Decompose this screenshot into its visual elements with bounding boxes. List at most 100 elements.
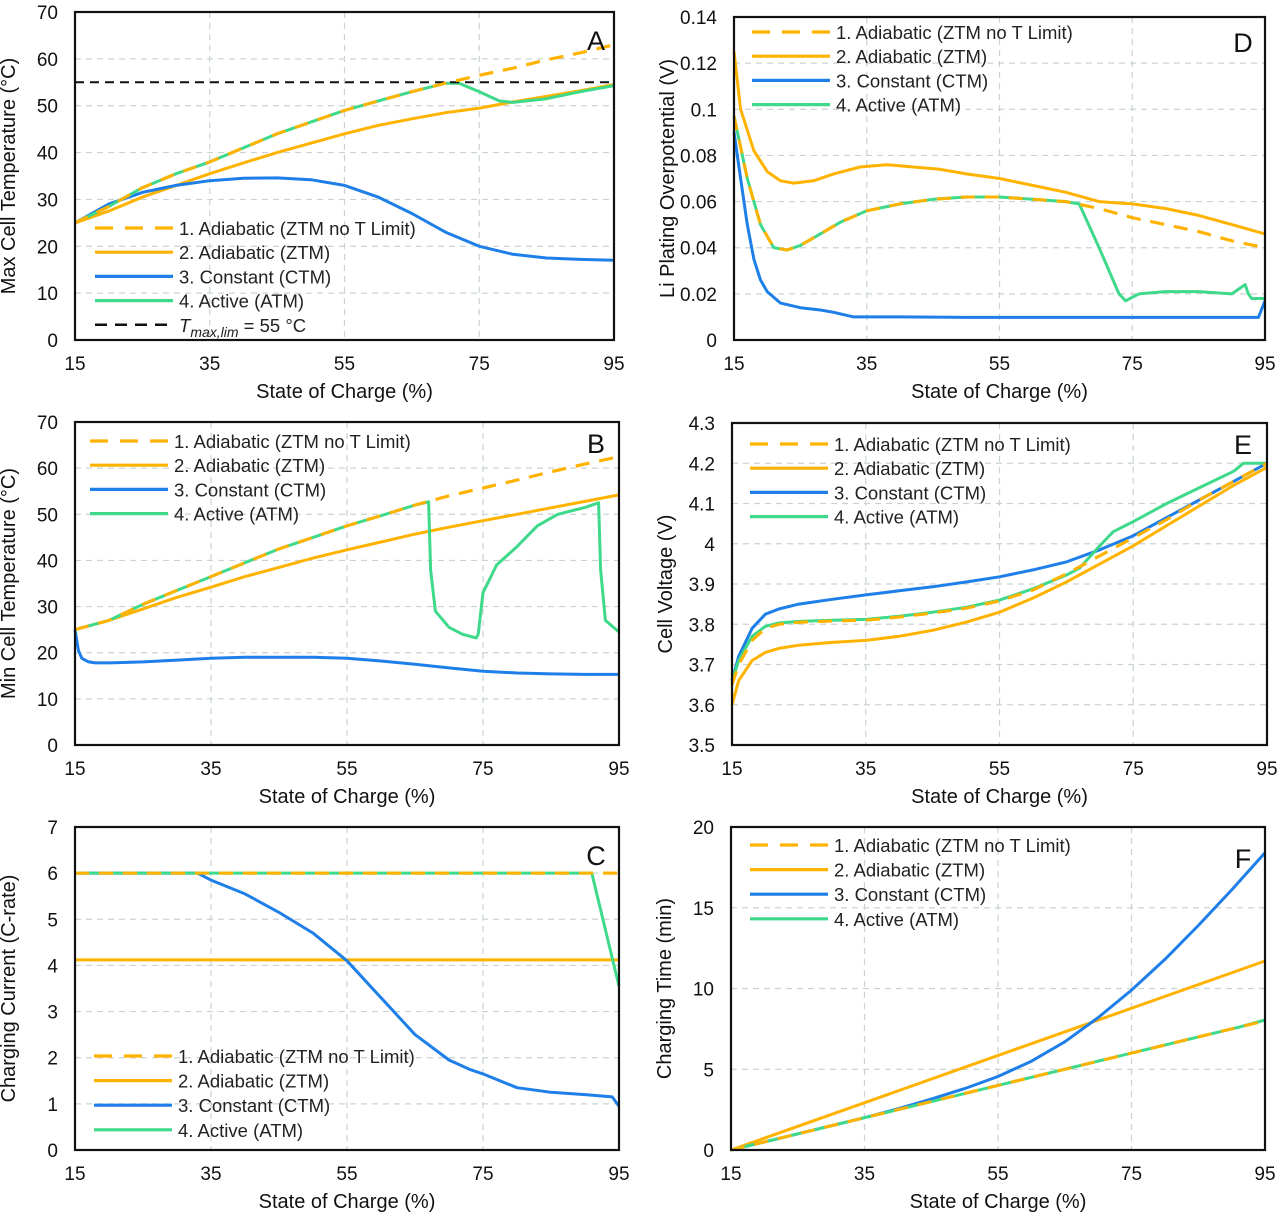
y-tick-label: 60 bbox=[37, 459, 58, 480]
x-tick-label: 75 bbox=[469, 354, 490, 375]
y-axis-label: Charging Current (C-rate) bbox=[0, 875, 20, 1103]
x-tick-label: 95 bbox=[1256, 759, 1277, 780]
legend-entry: 1. Adiabatic (ZTM no T Limit) bbox=[834, 835, 1071, 856]
plot-frame bbox=[729, 825, 1267, 1152]
y-tick-label: 0 bbox=[47, 1141, 58, 1162]
x-tick-label: 35 bbox=[854, 1164, 875, 1185]
legend-entry: 3. Constant (CTM) bbox=[174, 479, 326, 500]
y-axis-label: Charging Time (min) bbox=[654, 898, 676, 1079]
legend: 1. Adiabatic (ZTM no T Limit) 2. Adiabati… bbox=[752, 22, 1073, 116]
series-line-3 bbox=[732, 132, 1267, 319]
x-tick-label: 75 bbox=[472, 759, 493, 780]
plot-frame bbox=[730, 421, 1269, 747]
y-axis-label: Max Cell Temperature (°C) bbox=[0, 58, 20, 295]
x-tick-label: 35 bbox=[199, 354, 220, 375]
series-line-2 bbox=[730, 959, 1266, 1152]
y-tick-label: 30 bbox=[37, 190, 58, 211]
y-tick-label: 3 bbox=[47, 1003, 58, 1024]
x-tick-label: 75 bbox=[1122, 354, 1143, 375]
x-tick-label: 75 bbox=[1123, 759, 1144, 780]
x-tick-label: 35 bbox=[856, 354, 877, 375]
y-tick-label: 20 bbox=[37, 644, 58, 665]
y-tick-label: 30 bbox=[37, 598, 58, 619]
legend-entry: 2. Adiabatic (ZTM) bbox=[836, 46, 987, 67]
x-axis-label: State of Charge (%) bbox=[259, 1191, 436, 1213]
x-tick-label: 55 bbox=[989, 759, 1010, 780]
series-line-3 bbox=[730, 461, 1268, 682]
series-line-4 bbox=[74, 81, 615, 225]
legend: 1. Adiabatic (ZTM no T Limit) 2. Adiabati… bbox=[750, 434, 1071, 528]
legend-entry: 3. Constant (CTM) bbox=[179, 266, 331, 287]
x-axis-label: State of Charge (%) bbox=[911, 381, 1088, 403]
legend-entry: 1. Adiabatic (ZTM no T Limit) bbox=[836, 22, 1073, 43]
y-tick-label: 4.3 bbox=[689, 414, 715, 435]
x-tick-label: 95 bbox=[1254, 1164, 1275, 1185]
legend: 1. Adiabatic (ZTM no T Limit) 2. Adiabati… bbox=[94, 1046, 415, 1141]
series-line-4 bbox=[74, 500, 620, 640]
y-tick-label: 10 bbox=[37, 690, 58, 711]
panel-label: F bbox=[1235, 844, 1252, 874]
series-line-3 bbox=[73, 629, 619, 676]
x-tick-label: 35 bbox=[200, 1164, 221, 1185]
x-tick-label: 35 bbox=[200, 759, 221, 780]
legend-entry: 3. Constant (CTM) bbox=[834, 482, 986, 503]
x-tick-label: 95 bbox=[608, 759, 629, 780]
legend-entry: 1. Adiabatic (ZTM no T Limit) bbox=[834, 434, 1071, 455]
legend-entry: 2. Adiabatic (ZTM) bbox=[179, 242, 330, 263]
x-tick-label: 15 bbox=[64, 354, 85, 375]
x-axis-label: State of Charge (%) bbox=[259, 786, 436, 808]
x-tick-label: 95 bbox=[608, 1164, 629, 1185]
panel-label: E bbox=[1234, 430, 1252, 460]
panel-label: D bbox=[1233, 28, 1253, 58]
y-tick-label: 3.8 bbox=[689, 615, 715, 636]
x-tick-label: 55 bbox=[336, 759, 357, 780]
legend-entry: 1. Adiabatic (ZTM no T Limit) bbox=[178, 1046, 415, 1067]
x-tick-label: 15 bbox=[720, 1164, 741, 1185]
legend-entry: 1. Adiabatic (ZTM no T Limit) bbox=[179, 218, 416, 239]
series-line-1-overlay bbox=[730, 461, 1268, 686]
y-tick-label: 2 bbox=[47, 1049, 58, 1070]
y-tick-label: 20 bbox=[693, 818, 714, 839]
series-line-1 bbox=[730, 461, 1268, 686]
y-tick-label: 6 bbox=[47, 864, 58, 885]
y-tick-label: 3.6 bbox=[689, 696, 715, 717]
panel-f: 15 35 55 75 95 0 5 10 15 20 State of Charge (%) Cha… bbox=[654, 818, 1276, 1213]
series-line-2 bbox=[732, 51, 1266, 236]
x-axis-label: State of Charge (%) bbox=[256, 381, 433, 403]
plot-frame bbox=[73, 825, 621, 1152]
legend: 1. Adiabatic (ZTM no T Limit) 2. Adiabati… bbox=[750, 835, 1071, 930]
y-tick-label: 40 bbox=[37, 551, 58, 572]
plot-frame bbox=[732, 15, 1267, 342]
legend: 1. Adiabatic (ZTM no T Limit) 2. Adiabati… bbox=[90, 431, 411, 525]
legend-entry: 3. Constant (CTM) bbox=[834, 884, 986, 905]
x-tick-label: 95 bbox=[1254, 354, 1275, 375]
x-tick-label: 55 bbox=[989, 354, 1010, 375]
legend-entry: 2. Adiabatic (ZTM) bbox=[178, 1071, 329, 1092]
legend-entry: 3. Constant (CTM) bbox=[836, 70, 988, 91]
legend-entry: 4. Active (ATM) bbox=[834, 507, 959, 528]
plot-frame bbox=[73, 420, 621, 747]
y-tick-label: 70 bbox=[37, 413, 58, 434]
panel-c: 15 35 55 75 95 0 1 2 3 4 5 6 7 State of Charge (%) Cha… bbox=[0, 818, 630, 1213]
series-line-1-overlay bbox=[74, 43, 615, 225]
y-tick-label: 40 bbox=[37, 144, 58, 165]
legend-entry: 2. Adiabatic (ZTM) bbox=[174, 455, 325, 476]
x-tick-label: 55 bbox=[987, 1164, 1008, 1185]
x-tick-label: 55 bbox=[336, 1164, 357, 1185]
y-tick-label: 0 bbox=[703, 1141, 714, 1162]
x-tick-label: 35 bbox=[855, 759, 876, 780]
panel-label: A bbox=[587, 26, 605, 56]
y-tick-label: 1 bbox=[47, 1095, 58, 1116]
series-line-1-overlay bbox=[74, 455, 620, 632]
y-tick-label: 0.06 bbox=[680, 193, 717, 214]
plot-frame bbox=[73, 10, 616, 342]
y-tick-label: 50 bbox=[37, 97, 58, 118]
y-tick-label: 0.02 bbox=[680, 285, 717, 306]
x-tick-label: 15 bbox=[64, 759, 85, 780]
y-tick-label: 4 bbox=[47, 956, 58, 977]
x-tick-label: 55 bbox=[334, 354, 355, 375]
y-axis-label: Cell Voltage (V) bbox=[655, 515, 677, 654]
legend: 1. Adiabatic (ZTM no T Limit) 2. Adiabati… bbox=[95, 218, 416, 340]
legend-entry: 4. Active (ATM) bbox=[174, 504, 299, 525]
